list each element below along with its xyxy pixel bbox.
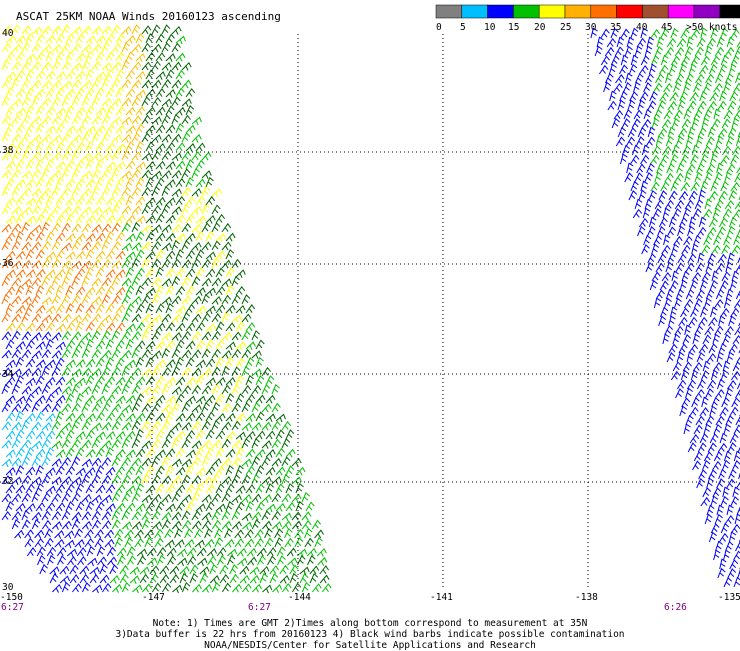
- wind-barbs-ffc000: [5, 24, 146, 333]
- wind-barb-field: [1, 24, 740, 594]
- legend-label-30: 30: [585, 22, 597, 33]
- legend-label-20: 20: [534, 22, 546, 33]
- note-line-1: Note: 1) Times are GMT 2)Times along bot…: [152, 618, 588, 629]
- legend-label-45: 45: [661, 22, 672, 33]
- lat-label-32: 32: [2, 476, 13, 487]
- lat-label-34: 34: [2, 369, 14, 380]
- legend-label-25: 25: [560, 22, 571, 33]
- lat-label-30: 30: [2, 582, 14, 593]
- map-title: ASCAT 25KM NOAA Winds 20160123 ascending: [16, 10, 281, 23]
- lon-label-135: -135: [718, 592, 740, 603]
- legend-label-10: 10: [484, 22, 496, 33]
- wind-barbs-0000ff: [1, 27, 740, 594]
- time-label-middle: 6:27: [248, 602, 271, 613]
- wind-barbs-006400: [131, 24, 330, 594]
- legend-label-0: 0: [436, 22, 442, 33]
- pass-time-labels: 6:27 6:27 6:26: [1, 602, 687, 613]
- lat-label-36: 36: [2, 258, 14, 269]
- longitude-labels: -150 -147 -144 -141 -138 -135: [0, 592, 740, 603]
- legend-segment: [719, 4, 740, 19]
- legend-label-5: 5: [460, 22, 466, 33]
- wind-barbs-ffff00: [1, 24, 246, 512]
- legend-segment: [513, 4, 540, 19]
- legend-segment: [487, 4, 514, 19]
- time-label-right: 6:26: [664, 602, 687, 613]
- legend-segment: [538, 4, 566, 19]
- legend-label-15: 15: [508, 22, 519, 33]
- note-line-3: NOAA/NESDIS/Center for Satellite Applica…: [204, 640, 536, 651]
- lon-label-147: -147: [142, 592, 165, 603]
- lat-lon-grid: [0, 34, 740, 590]
- legend-segment: [667, 4, 695, 19]
- legend-label-50: >50 knots: [686, 22, 737, 33]
- lat-label-38: 38: [2, 145, 14, 156]
- speed-legend: 0 5 10 15 20 25 30 35 40 45 >50 knots: [435, 4, 740, 33]
- legend-label-40: 40: [636, 22, 648, 33]
- legend-segment: [435, 4, 463, 19]
- lon-label-138: -138: [575, 592, 598, 603]
- legend-segment: [590, 4, 617, 19]
- time-label-left: 6:27: [1, 602, 24, 613]
- wind-barbs-00bfff: [1, 410, 56, 468]
- lon-label-141: -141: [430, 592, 453, 603]
- legend-segment: [642, 4, 669, 19]
- wind-barbs-00c000: [51, 27, 740, 594]
- lon-label-150: -150: [0, 592, 23, 603]
- legend-segment: [693, 4, 721, 19]
- lat-label-40: 40: [2, 28, 14, 39]
- legend-label-35: 35: [610, 22, 621, 33]
- wind-barbs-ff7000: [1, 221, 126, 332]
- note-line-2: 3)Data buffer is 22 hrs from 20160123 4)…: [115, 629, 625, 640]
- latitude-labels: 40 38 36 34 32 30: [2, 28, 14, 593]
- legend-segment: [616, 4, 643, 19]
- legend-colorbar: [435, 4, 740, 19]
- legend-segment: [461, 4, 488, 19]
- legend-segment: [564, 4, 592, 19]
- lon-label-144: -144: [288, 592, 311, 603]
